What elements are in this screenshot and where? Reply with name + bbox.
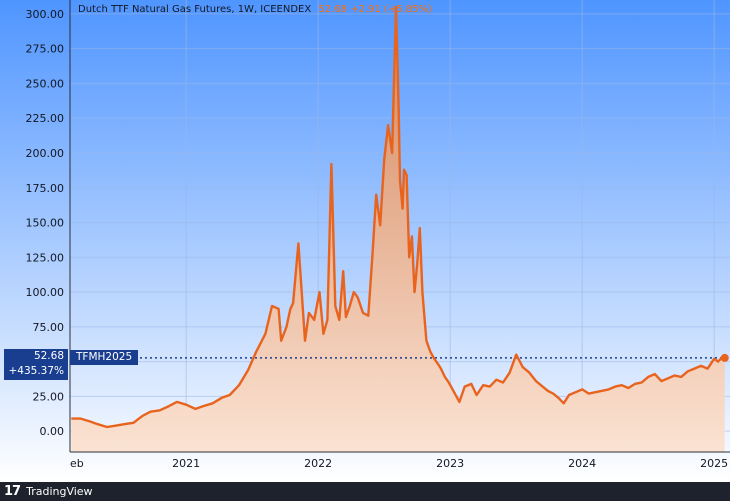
y-tick-label: 25.00: [33, 390, 65, 403]
price-series[interactable]: [71, 5, 729, 429]
x-tick-label: 2023: [436, 457, 464, 470]
y-tick-label: 0.00: [40, 425, 65, 438]
x-tick-label: eb: [70, 457, 84, 470]
x-tick-label: 2021: [172, 457, 200, 470]
x-tick-label: 2022: [304, 457, 332, 470]
footer-bar: 17 TradingView: [0, 482, 730, 501]
brand-name[interactable]: TradingView: [26, 485, 93, 498]
last-price-point[interactable]: [720, 353, 729, 362]
y-tick-label: 75.00: [33, 321, 65, 334]
price-badge: 52.68 +435.37%: [4, 349, 68, 380]
symbol-label: TFMH2025: [70, 350, 139, 365]
symbol-title: Dutch TTF Natural Gas Futures, 1W, ICEEN…: [78, 4, 312, 15]
y-tick-label: 100.00: [26, 286, 65, 299]
y-tick-label: 225.00: [26, 112, 65, 125]
area-path: [71, 7, 725, 452]
y-tick-label: 250.00: [26, 77, 65, 90]
badge-pct: +435.37%: [8, 365, 64, 377]
price-chart[interactable]: 0.0025.0050.0075.00100.00125.00150.00175…: [0, 0, 730, 482]
x-tick-label: 2025: [700, 457, 728, 470]
y-tick-label: 175.00: [26, 182, 65, 195]
price-line[interactable]: [71, 5, 725, 429]
y-tick-label: 125.00: [26, 251, 65, 264]
price-change: 52.68 +2.91 (+5.85%): [318, 4, 432, 15]
badge-price: 52.68: [33, 350, 64, 362]
x-tick-label: 2024: [568, 457, 596, 470]
y-tick-label: 200.00: [26, 147, 65, 160]
y-tick-label: 150.00: [26, 217, 65, 230]
tradingview-logo-icon[interactable]: 17: [4, 484, 21, 499]
y-tick-label: 300.00: [26, 8, 65, 21]
area-fill: [71, 7, 725, 452]
x-axis: eb 2021 2022 2023 2024 2025: [70, 451, 730, 470]
y-tick-label: 275.00: [26, 43, 65, 56]
chart-header: Dutch TTF Natural Gas Futures, 1W, ICEEN…: [78, 4, 432, 15]
